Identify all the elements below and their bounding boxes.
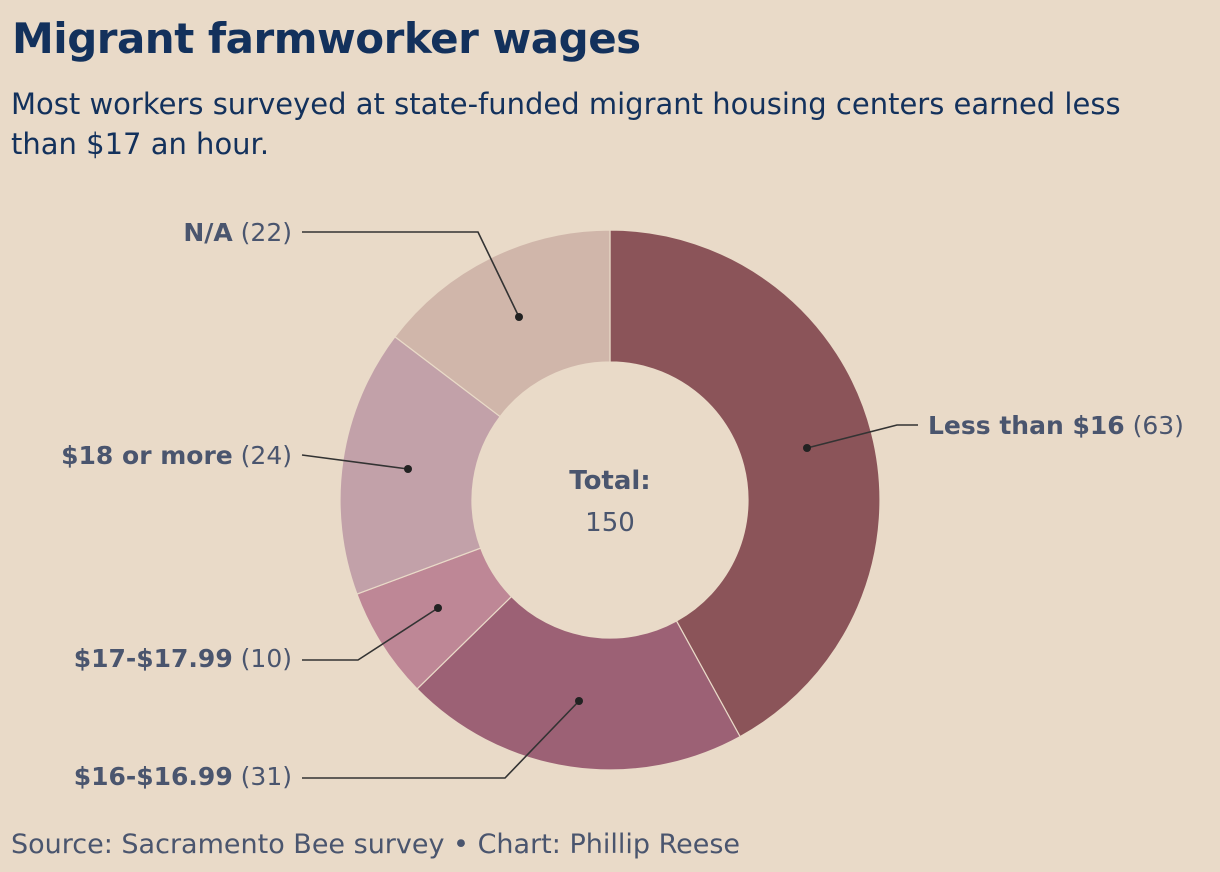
chart-title: Migrant farmworker wages	[12, 14, 641, 63]
leader-dot	[434, 604, 442, 612]
leader-dot	[803, 444, 811, 452]
slice-n-a	[394, 229, 611, 418]
slice-18-or-more	[339, 335, 501, 595]
slice-16-16-99	[416, 595, 741, 771]
slice-label: $16-$16.99 (31)	[74, 762, 292, 791]
slice-label: Less than $16 (63)	[928, 411, 1184, 440]
chart-subtitle: Most workers surveyed at state-funded mi…	[11, 87, 1121, 161]
leader-dot	[515, 313, 523, 321]
leader-lines	[301, 231, 918, 779]
leader-line	[302, 700, 580, 779]
slice-labels: Less than $16 (63) $16-$16.99 (31) $17-$17…	[61, 218, 1184, 791]
slice-label: N/A (22)	[183, 218, 292, 247]
source-note: Source: Sacramento Bee survey • Chart: P…	[11, 829, 741, 860]
leader-line	[302, 231, 520, 318]
slice-label: $18 or more (24)	[61, 441, 292, 470]
slice-less-than-16	[609, 229, 881, 738]
leader-line	[806, 424, 918, 449]
center-label: Total:	[569, 466, 650, 496]
donut-slices	[339, 229, 881, 771]
leader-dot	[404, 465, 412, 473]
leader-dot	[575, 697, 583, 705]
leader-line	[301, 454, 409, 470]
leader-line	[302, 607, 439, 661]
center-value: 150	[585, 508, 635, 538]
slice-label: $17-$17.99 (10)	[74, 644, 292, 673]
